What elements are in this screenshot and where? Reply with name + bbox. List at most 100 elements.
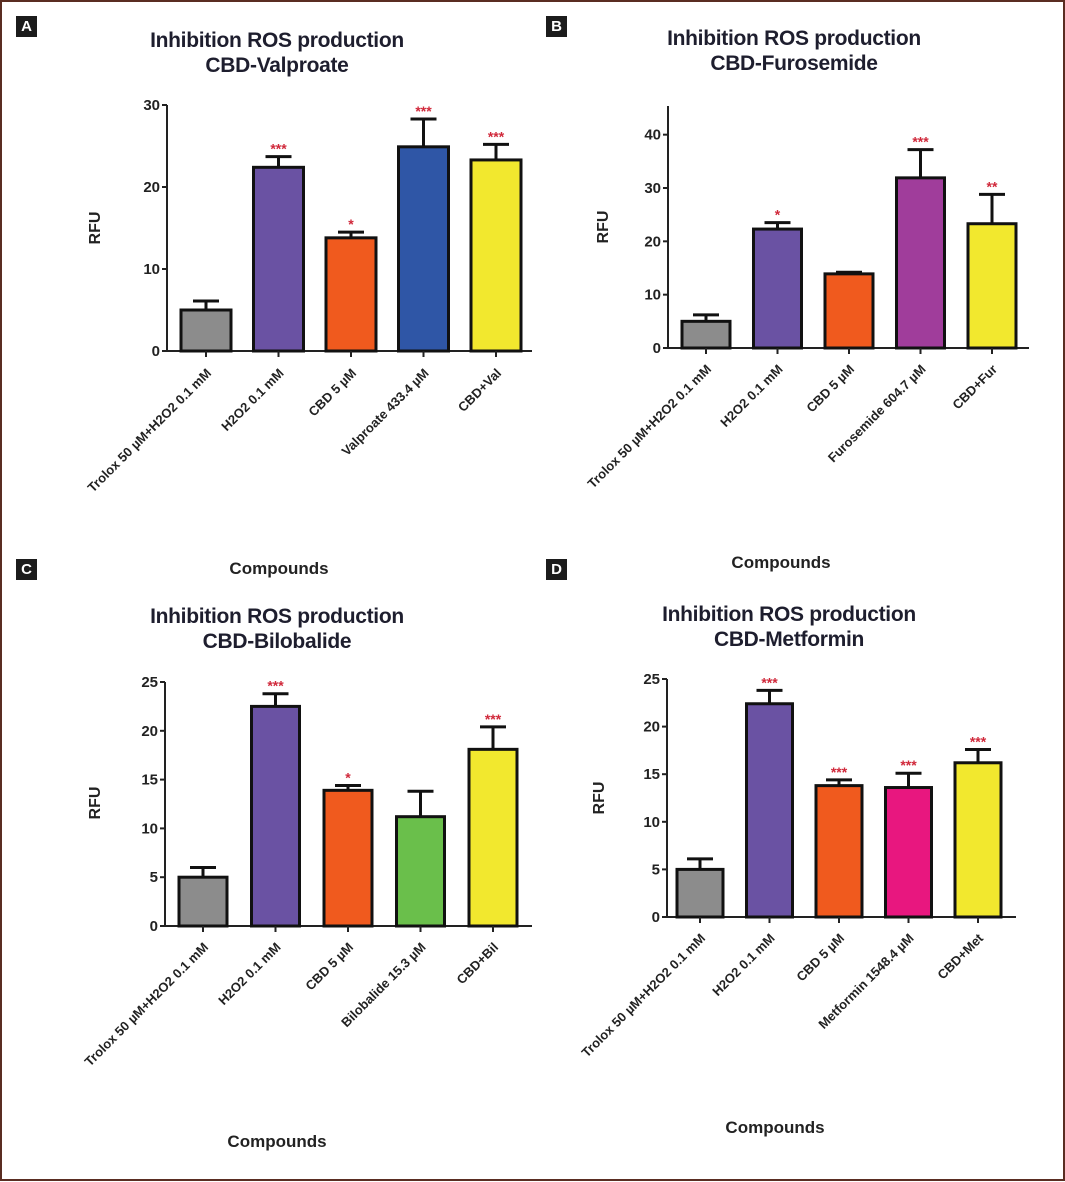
panel-letter-d: D	[546, 559, 567, 580]
bar	[675, 867, 725, 919]
bar	[752, 227, 803, 350]
significance-marker: ***	[831, 764, 848, 780]
y-tick-label: 30	[143, 97, 160, 114]
x-axis-label: Compounds	[725, 1118, 824, 1137]
category-label: CBD+Val	[455, 366, 504, 415]
y-tick-label: 0	[152, 343, 160, 360]
category-label: Trolox 50 µM+H2O2 0.1 mM	[585, 362, 715, 492]
panel-a: A Inhibition ROS production CBD-Valproat…	[2, 2, 534, 582]
category-label: H2O2 0.1 mM	[717, 362, 785, 430]
bar	[745, 702, 794, 919]
y-tick-label: 20	[643, 719, 660, 736]
bar	[179, 308, 233, 353]
panel-d: D Inhibition ROS production CBD-Metformi…	[534, 559, 1065, 1182]
category-label: CBD 5 µM	[302, 940, 356, 994]
y-tick-label: 30	[644, 180, 661, 197]
significance-marker: *	[345, 769, 351, 785]
panel-letter-b: B	[546, 16, 567, 37]
y-tick-label: 25	[643, 671, 660, 688]
significance-marker: ***	[267, 678, 284, 694]
chart-subtitle: CBD-Metformin	[713, 628, 865, 651]
y-tick-label: 5	[150, 869, 158, 886]
y-axis-label: RFU	[87, 787, 104, 820]
bar-chart-a: 0 10 20 30 RFU Compounds Trolox 50 µM+H2O2 0.1…	[85, 97, 532, 578]
y-tick-label: 0	[652, 909, 660, 926]
significance-marker: ***	[415, 103, 432, 119]
y-tick-label: 10	[141, 820, 158, 837]
y-tick-label: 25	[141, 674, 158, 691]
y-tick-label: 20	[143, 179, 160, 196]
y-tick-label: 0	[150, 918, 158, 935]
x-axis-label: Compounds	[229, 559, 328, 578]
category-label: CBD+Bil	[453, 940, 501, 988]
bar	[250, 704, 301, 928]
bar	[814, 784, 864, 919]
bar	[177, 875, 229, 928]
y-tick-label: 10	[644, 287, 661, 304]
chart-title-line1: Inhibition ROS production	[662, 603, 916, 626]
category-label: H2O2 0.1 mM	[215, 940, 283, 1008]
y-tick-label: 10	[143, 261, 160, 278]
chart-title-line1: Inhibition ROS production	[150, 29, 404, 52]
category-label: CBD 5 µM	[803, 362, 857, 416]
category-label: CBD 5 µM	[793, 931, 847, 985]
y-tick-label: 15	[643, 766, 660, 783]
y-axis-label: RFU	[591, 782, 608, 815]
category-label: CBD+Fur	[949, 362, 1000, 413]
significance-marker: **	[987, 178, 998, 194]
chart-title-c: Inhibition ROS production CBD-Bilobalide	[112, 604, 442, 654]
y-tick-label: 5	[652, 861, 660, 878]
category-label: H2O2 0.1 mM	[218, 366, 286, 434]
category-label: CBD 5 µM	[305, 366, 359, 420]
bar	[823, 272, 875, 350]
category-label: Trolox 50 µM+H2O2 0.1 mM	[579, 931, 709, 1061]
chart-title-a: Inhibition ROS production CBD-Valproate	[112, 28, 442, 78]
bar	[953, 761, 1003, 919]
chart-subtitle: CBD-Valproate	[205, 54, 349, 77]
y-tick-label: 40	[644, 127, 661, 144]
bar	[469, 158, 523, 353]
significance-marker: ***	[900, 757, 917, 773]
panel-letter-a: A	[16, 16, 37, 37]
category-label: CBD+Met	[934, 930, 986, 982]
y-tick-label: 15	[141, 772, 158, 789]
significance-marker: ***	[912, 134, 929, 150]
panel-letter-c: C	[16, 559, 37, 580]
bar	[395, 815, 446, 928]
x-axis-label: Compounds	[227, 1132, 326, 1151]
x-axis-label: Compounds	[731, 553, 830, 572]
significance-marker: ***	[485, 711, 502, 727]
bar	[324, 236, 378, 353]
significance-marker: ***	[270, 141, 287, 157]
y-axis-label: RFU	[595, 211, 612, 244]
y-tick-label: 0	[653, 340, 661, 357]
significance-marker: ***	[970, 733, 987, 749]
y-tick-label: 10	[643, 814, 660, 831]
y-axis-label: RFU	[87, 212, 104, 245]
bar	[966, 222, 1018, 350]
chart-title-line1: Inhibition ROS production	[667, 27, 921, 50]
bar	[884, 786, 933, 919]
panel-c: C Inhibition ROS production CBD-Bilobali…	[2, 559, 534, 1182]
category-label: Trolox 50 µM+H2O2 0.1 mM	[85, 366, 215, 496]
significance-marker: ***	[488, 128, 505, 144]
bar	[467, 747, 519, 928]
bar	[895, 176, 946, 350]
bar	[252, 165, 305, 353]
bar-chart-d: 0 5 10 15 20 25 RFU Compounds Trolox 50 µM+H2O2 …	[579, 671, 1016, 1137]
chart-subtitle: CBD-Bilobalide	[202, 630, 352, 653]
significance-marker: ***	[761, 674, 778, 690]
chart-title-d: Inhibition ROS production CBD-Metformin	[624, 602, 954, 652]
category-label: H2O2 0.1 mM	[709, 931, 777, 999]
bar-chart-c: 0 5 10 15 20 25 RFU Compounds Trolox 50 µM+H2O2 …	[82, 674, 532, 1151]
y-tick-label: 20	[141, 723, 158, 740]
panel-b: B Inhibition ROS production CBD-Furosemi…	[534, 2, 1065, 582]
bar	[322, 788, 374, 928]
chart-title-b: Inhibition ROS production CBD-Furosemide	[629, 26, 959, 76]
chart-subtitle: CBD-Furosemide	[710, 52, 878, 75]
chart-title-line1: Inhibition ROS production	[150, 605, 404, 628]
bar	[397, 145, 450, 353]
significance-marker: *	[775, 207, 781, 223]
bar	[680, 319, 732, 350]
